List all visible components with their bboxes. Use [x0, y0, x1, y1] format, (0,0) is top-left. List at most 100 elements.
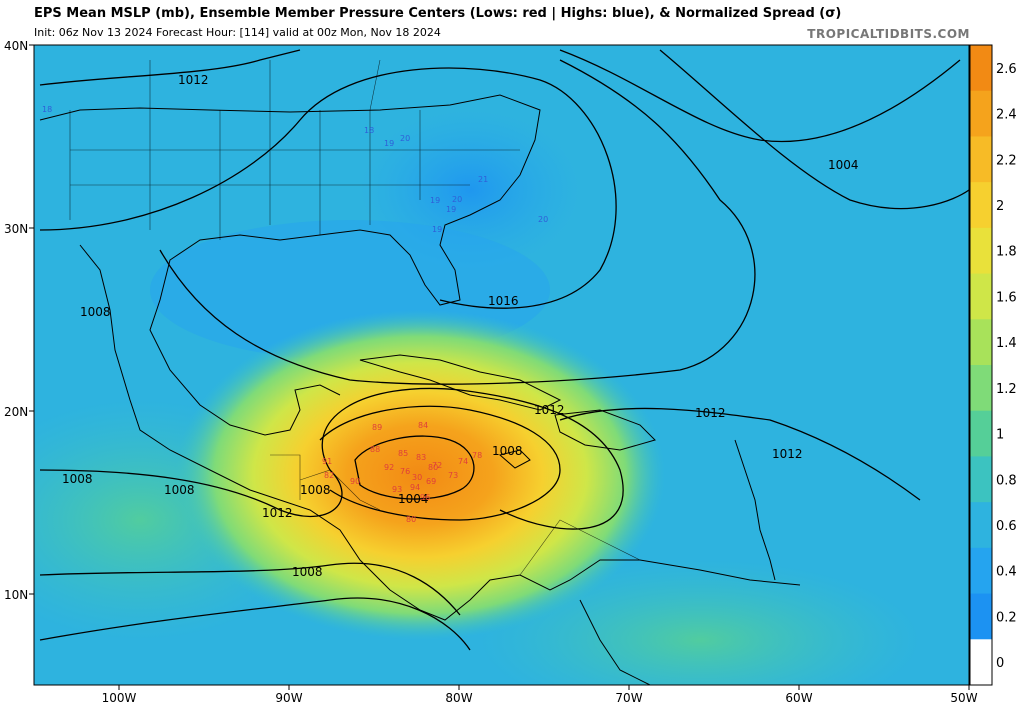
- isobar-label: 1008: [492, 444, 523, 458]
- isobar-label: 1012: [534, 403, 565, 417]
- lon-tick-label: 80W: [445, 691, 472, 705]
- lat-tick-label: 40N: [4, 39, 28, 53]
- lat-tick-label: 20N: [4, 405, 28, 419]
- colorbar-segment: [970, 45, 992, 92]
- isobar-label: 1008: [292, 565, 323, 579]
- low-member-center: 93: [392, 485, 402, 494]
- colorbar-segment: [970, 639, 992, 686]
- latitude-axis: 40N 30N 20N 10N: [4, 39, 34, 602]
- low-member-center: 91: [322, 457, 332, 466]
- colorbar-segment: [970, 90, 992, 137]
- longitude-axis: 100W 90W 80W 70W 60W 50W: [102, 685, 978, 705]
- colorbar-segment: [970, 136, 992, 183]
- colorbar-label: 1.6: [996, 290, 1017, 305]
- high-member-center: 20: [452, 195, 462, 204]
- low-member-center: 96: [420, 493, 430, 502]
- colorbar-frame: [969, 44, 993, 686]
- colorbar-segment: [970, 182, 992, 229]
- colorbar-label: 0.4: [996, 565, 1017, 580]
- low-member-center: 92: [384, 463, 394, 472]
- low-member-center: 94: [410, 483, 420, 492]
- low-member-center: 72: [432, 461, 442, 470]
- map-title: EPS Mean MSLP (mb), Ensemble Member Pres…: [34, 6, 842, 21]
- low-member-center: 83: [416, 453, 426, 462]
- lat-tick-label: 30N: [4, 222, 28, 236]
- isobar-label: 1012: [262, 506, 293, 520]
- high-member-center: 19: [430, 196, 440, 205]
- isobar-label: 1016: [488, 294, 519, 308]
- colorbar-label: 2: [996, 199, 1004, 214]
- colorbar-segment: [970, 319, 992, 366]
- colorbar-label: 2.2: [996, 153, 1017, 168]
- isobar-label: 1008: [164, 483, 195, 497]
- coastlines: [39, 94, 801, 685]
- spread-colorbar: 2.6 2.4 2.2 2 1.8 1.6 1.4 1.2 1 0.8 0.6 0.4 0.2 0: [969, 44, 1017, 686]
- colorbar-label: 0: [996, 656, 1004, 671]
- low-member-center: 84: [418, 421, 428, 430]
- colorbar-label: 2.4: [996, 108, 1017, 123]
- isobar-label: 1004: [828, 158, 859, 172]
- low-member-center: 74: [458, 457, 468, 466]
- colorbar-label: 0.6: [996, 519, 1017, 534]
- high-member-center: 20: [538, 215, 548, 224]
- isobar-label: 1012: [178, 73, 209, 87]
- isobar-label: 1004: [398, 492, 429, 506]
- lon-tick-label: 100W: [102, 691, 137, 705]
- low-member-center: 80: [406, 515, 416, 524]
- colorbar-segment: [970, 227, 992, 275]
- colorbar-label: 0.2: [996, 610, 1017, 625]
- isobar-label: 1012: [695, 406, 726, 420]
- isobar-label: 1012: [772, 447, 803, 461]
- high-member-center: 19: [446, 205, 456, 214]
- low-member-center: 80: [428, 463, 438, 472]
- colorbar-segment: [970, 456, 992, 503]
- colorbar-label: 1: [996, 428, 1004, 443]
- borders: [69, 59, 641, 576]
- spread-high-region: [175, 310, 665, 640]
- lon-tick-label: 50W: [950, 691, 977, 705]
- low-member-center: 89: [372, 423, 382, 432]
- low-member-center: 85: [398, 449, 408, 458]
- low-member-center: 90: [350, 477, 360, 486]
- low-member-center: 30: [412, 473, 422, 482]
- high-member-center: 19: [384, 139, 394, 148]
- lon-tick-label: 90W: [275, 691, 302, 705]
- high-member-center: 18: [364, 126, 374, 135]
- colorbar-label: 2.6: [996, 62, 1017, 77]
- low-member-center: 82: [324, 471, 334, 480]
- low-member-center: 73: [448, 471, 458, 480]
- colorbar-segment: [970, 273, 992, 320]
- high-member-center: 19: [432, 225, 442, 234]
- colorbar-segment: [970, 365, 992, 412]
- lon-tick-label: 60W: [785, 691, 812, 705]
- high-member-center: 21: [478, 175, 488, 184]
- colorbar-label: 1.4: [996, 336, 1017, 351]
- low-member-center: 78: [472, 451, 482, 460]
- map-subtitle: Init: 06z Nov 13 2024 Forecast Hour: [11…: [34, 26, 441, 39]
- lon-tick-label: 70W: [615, 691, 642, 705]
- colorbar-label: 0.8: [996, 473, 1017, 488]
- brand-watermark[interactable]: TROPICALTIDBITS.COM: [807, 27, 970, 41]
- colorbar-label: 1.2: [996, 382, 1017, 397]
- high-member-center: 18: [42, 105, 52, 114]
- isobars: [39, 49, 969, 651]
- isobar-labels: 1012 1004 1016 1008 1012 1012 1012 1008 …: [62, 73, 859, 579]
- colorbar-segment: [970, 502, 992, 549]
- isobar-label: 1008: [300, 483, 331, 497]
- colorbar-segment: [970, 593, 992, 640]
- low-member-center: 88: [370, 445, 380, 454]
- colorbar-segment: [970, 547, 992, 595]
- map-frame: [33, 44, 970, 686]
- isobar-label: 1008: [80, 305, 111, 319]
- isobar-label: 1008: [62, 472, 93, 486]
- colorbar-segment: [970, 410, 992, 457]
- low-member-center: 76: [400, 467, 410, 476]
- lat-tick-label: 10N: [4, 588, 28, 602]
- low-member-center: 69: [426, 477, 436, 486]
- colorbar-label: 1.8: [996, 245, 1017, 260]
- high-member-center: 20: [400, 134, 410, 143]
- map-field: 1012 1004 1016 1008 1012 1012 1012 1008 …: [34, 45, 969, 685]
